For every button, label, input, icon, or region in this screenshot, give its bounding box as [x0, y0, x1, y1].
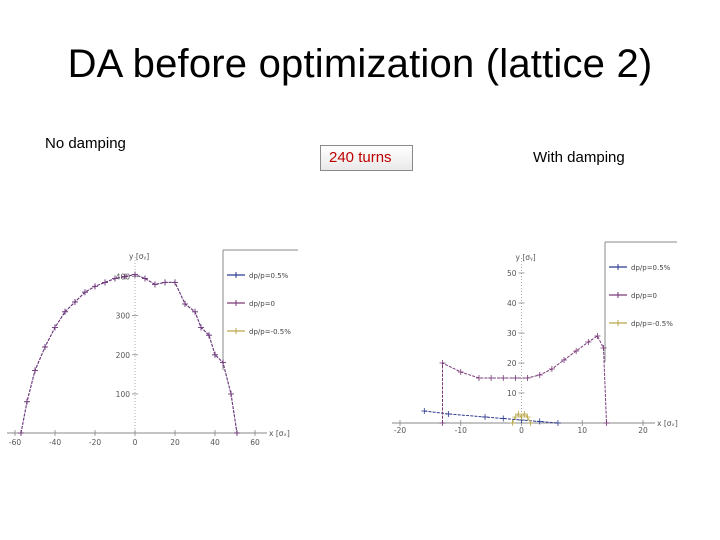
y-tick-label: 200 — [116, 351, 131, 360]
legend-label: dp/p=-0.5% — [631, 320, 673, 328]
y-tick-label: 50 — [507, 269, 517, 278]
no-damping-label: No damping — [45, 135, 126, 152]
x-tick-label: 60 — [250, 438, 260, 447]
x-tick-label: 40 — [210, 438, 220, 447]
x-tick-label: 0 — [133, 438, 138, 447]
x-tick-label: -60 — [9, 438, 21, 447]
y-tick-label: 10 — [507, 389, 517, 398]
x-tick-label: -40 — [49, 438, 61, 447]
x-tick-label: -20 — [89, 438, 101, 447]
with-damping-label: With damping — [533, 149, 625, 166]
y-tick-label: 100 — [116, 390, 131, 399]
x-tick-label: 0 — [519, 426, 524, 435]
legend-label: dp/p=0.5% — [631, 264, 671, 272]
legend-label: dp/p=0 — [631, 292, 657, 300]
y-tick-label: 20 — [507, 359, 517, 368]
y-axis-label: y [σᵧ] — [129, 252, 149, 261]
legend-label: dp/p=0 — [249, 300, 275, 308]
y-tick-label: 40 — [507, 299, 517, 308]
y-axis-label: y [σᵧ] — [516, 253, 536, 262]
x-tick-label: 20 — [170, 438, 180, 447]
x-tick-label: -10 — [455, 426, 467, 435]
legend-label: dp/p=0.5% — [249, 272, 289, 280]
y-tick-label: 30 — [507, 329, 517, 338]
x-tick-label: -20 — [394, 426, 406, 435]
legend-label: dp/p=-0.5% — [249, 328, 291, 336]
turns-badge: 240 turns — [320, 145, 413, 171]
x-axis-label: x [σₓ] — [657, 419, 678, 428]
slide-title: DA before optimization (lattice 2) — [67, 42, 653, 86]
chart-with-damping: -20 -10 0 10 20 10 20 30 40 50 x [σₓ] y [σᵧ] dp/p=0.… — [392, 241, 678, 435]
x-axis-label: x [σₓ] — [269, 429, 290, 438]
x-tick-label: 10 — [577, 426, 587, 435]
y-tick-label: 300 — [116, 312, 131, 321]
series-line — [442, 335, 607, 424]
x-tick-label: 20 — [638, 426, 648, 435]
